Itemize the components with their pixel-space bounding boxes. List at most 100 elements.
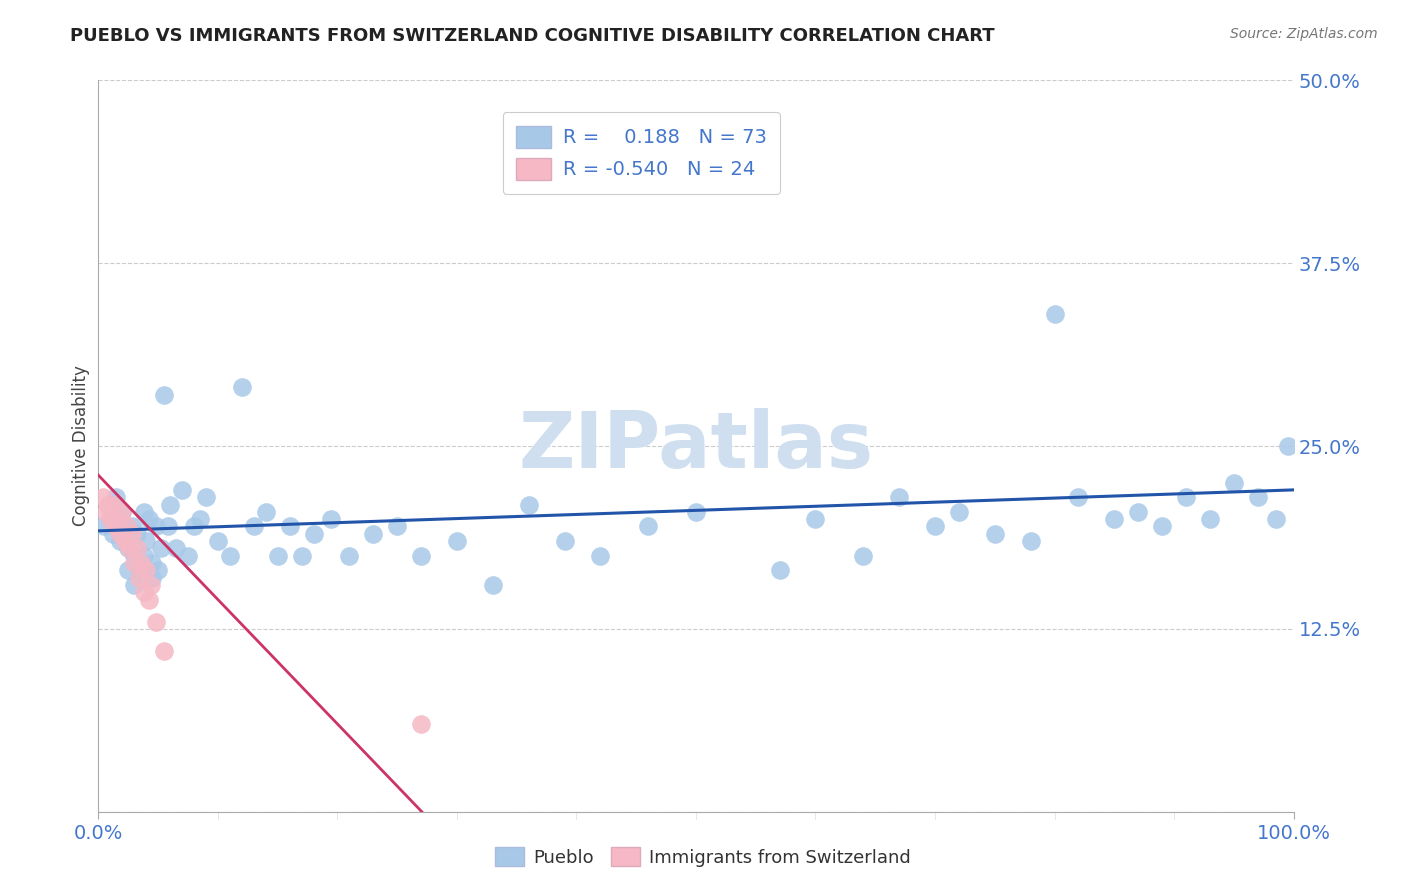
Point (93, 519, 115, 533)
Point (135, 563, 157, 577)
Point (94, 505, 117, 519)
Point (984, 526, 1007, 541)
Point (517, 498, 540, 512)
Point (118, 541, 141, 556)
Point (111, 505, 134, 519)
Point (637, 519, 659, 533)
Point (385, 519, 409, 533)
Point (1043, 307, 1066, 321)
Point (156, 519, 179, 533)
Point (108, 534, 131, 549)
Point (685, 505, 707, 519)
Point (124, 556, 146, 570)
Point (132, 505, 155, 519)
Point (114, 534, 136, 549)
Point (1277, 439, 1299, 453)
Point (278, 519, 301, 533)
Point (554, 534, 576, 549)
Point (1152, 519, 1174, 533)
Point (125, 526, 148, 541)
Point (177, 549, 200, 563)
Point (145, 519, 167, 533)
Point (104, 519, 127, 533)
Point (153, 388, 176, 402)
Point (183, 519, 205, 533)
Point (97, 498, 120, 512)
Point (101, 526, 124, 541)
Point (411, 717, 433, 731)
Point (105, 490, 128, 504)
Point (446, 534, 468, 549)
Point (589, 549, 612, 563)
Point (339, 549, 361, 563)
Text: ZIPatlas: ZIPatlas (519, 408, 873, 484)
Point (101, 498, 124, 512)
Point (231, 380, 253, 394)
Point (131, 556, 153, 570)
Point (138, 592, 160, 607)
Point (98, 512, 122, 526)
Point (948, 505, 970, 519)
Point (889, 490, 911, 504)
Y-axis label: Cognitive Disability: Cognitive Disability (72, 366, 90, 526)
Point (124, 578, 146, 592)
Point (149, 541, 172, 556)
Point (219, 549, 242, 563)
Point (254, 505, 277, 519)
Point (91, 490, 114, 504)
Point (141, 571, 163, 585)
Point (1128, 505, 1150, 519)
Point (129, 563, 152, 577)
Text: Source: ZipAtlas.com: Source: ZipAtlas.com (1230, 27, 1378, 41)
Point (481, 578, 505, 592)
Point (107, 512, 129, 526)
Point (1247, 490, 1270, 504)
Point (768, 563, 790, 577)
Legend: Pueblo, Immigrants from Switzerland: Pueblo, Immigrants from Switzerland (488, 840, 918, 874)
Point (165, 541, 187, 556)
Point (1019, 534, 1042, 549)
Point (411, 549, 433, 563)
Point (108, 526, 131, 541)
Point (145, 615, 167, 629)
Point (924, 519, 946, 533)
Point (124, 549, 146, 563)
Point (243, 519, 266, 533)
Legend: R =    0.188   N = 73, R = -0.540   N = 24: R = 0.188 N = 73, R = -0.540 N = 24 (502, 112, 780, 194)
Point (1264, 512, 1286, 526)
Point (291, 549, 314, 563)
Point (1067, 490, 1090, 504)
Point (132, 585, 155, 599)
Text: PUEBLO VS IMMIGRANTS FROM SWITZERLAND COGNITIVE DISABILITY CORRELATION CHART: PUEBLO VS IMMIGRANTS FROM SWITZERLAND CO… (70, 27, 995, 45)
Point (98, 512, 122, 526)
Point (138, 512, 160, 526)
Point (125, 541, 148, 556)
Point (207, 534, 229, 549)
Point (114, 519, 136, 533)
Point (733, 176, 755, 190)
Point (267, 549, 290, 563)
Point (1223, 475, 1246, 490)
Point (132, 549, 155, 563)
Point (117, 541, 139, 556)
Point (141, 556, 163, 570)
Point (153, 644, 176, 658)
Point (159, 498, 181, 512)
Point (852, 549, 875, 563)
Point (363, 526, 385, 541)
Point (111, 505, 134, 519)
Point (135, 534, 157, 549)
Point (115, 519, 138, 533)
Point (1199, 512, 1222, 526)
Point (1104, 512, 1126, 526)
Point (172, 483, 194, 497)
Point (148, 563, 170, 577)
Point (139, 578, 162, 592)
Point (128, 571, 150, 585)
Point (121, 526, 143, 541)
Point (302, 526, 325, 541)
Point (321, 512, 343, 526)
Point (117, 563, 139, 577)
Point (195, 490, 218, 504)
Point (121, 519, 143, 533)
